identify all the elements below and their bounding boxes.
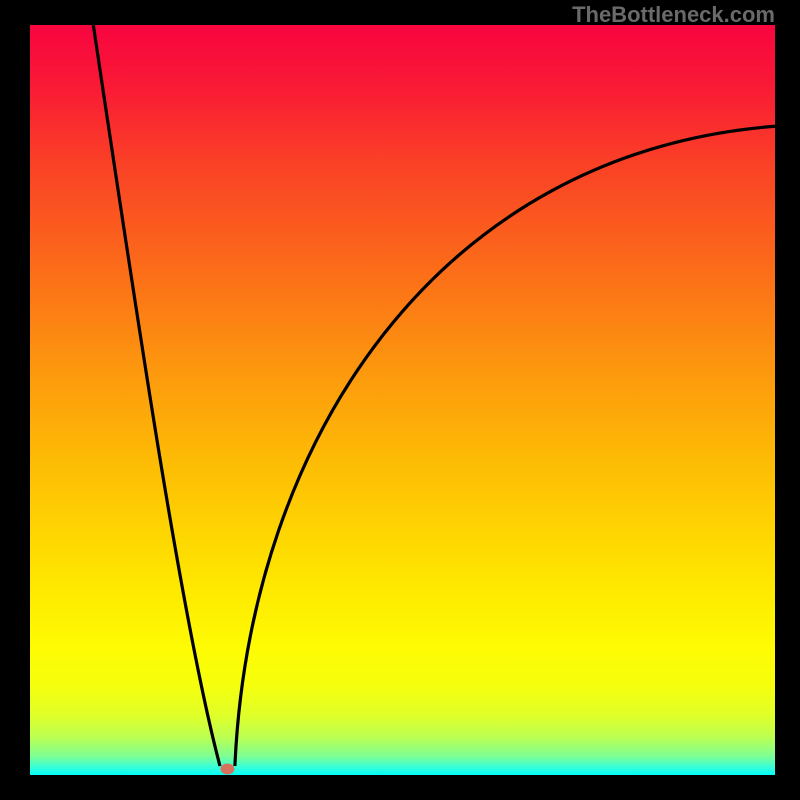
bottleneck-chart bbox=[0, 0, 800, 800]
minimum-marker bbox=[220, 764, 234, 775]
watermark-text: TheBottleneck.com bbox=[572, 2, 775, 28]
chart-container: TheBottleneck.com bbox=[0, 0, 800, 800]
plot-background bbox=[30, 25, 775, 775]
